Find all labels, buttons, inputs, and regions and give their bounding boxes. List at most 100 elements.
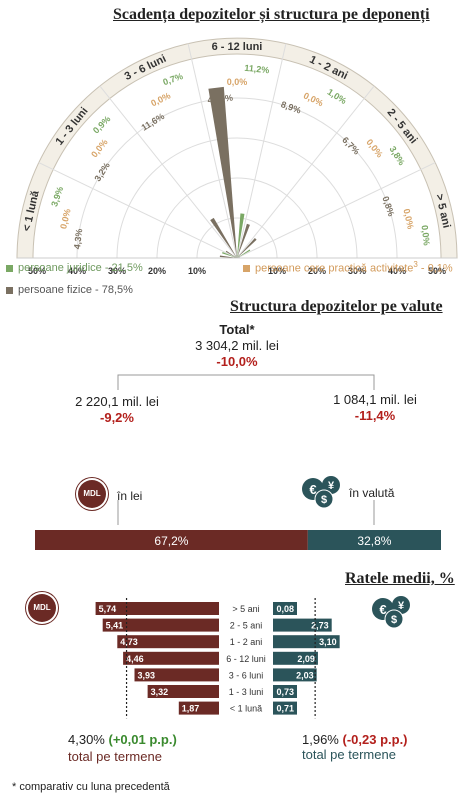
rates-chart: 5,74 0,08 > 5 ani 5,41 2,73 2 - 5 ani 4,73 3,10… bbox=[95, 598, 340, 719]
radial-wedge bbox=[237, 213, 245, 258]
rate-category-label: 1 - 2 ani bbox=[230, 637, 263, 647]
svg-text:¥: ¥ bbox=[398, 600, 405, 612]
radial-tick-label: 10% bbox=[268, 266, 286, 276]
rate-label-fx: 0,08 bbox=[276, 604, 294, 614]
fx-block: 1 084,1 mil. lei -11,4% bbox=[310, 392, 440, 424]
rate-bar-fx bbox=[273, 651, 318, 665]
lei-label: în lei bbox=[117, 489, 143, 503]
currency-bar-label: 67,2% bbox=[154, 534, 188, 548]
svg-text:€: € bbox=[309, 482, 316, 497]
total-label: Total* bbox=[219, 322, 255, 337]
radial-wedge bbox=[237, 256, 241, 258]
rate-bar-lei bbox=[117, 635, 219, 649]
rate-label-fx: 0,73 bbox=[276, 687, 294, 697]
rate-label-fx: 3,10 bbox=[319, 637, 337, 647]
radial-tick-label: 50% bbox=[28, 266, 46, 276]
radial-value-label: 0,9% bbox=[91, 114, 113, 136]
rate-label-lei: 3,32 bbox=[151, 687, 169, 697]
radial-wedge bbox=[219, 255, 237, 258]
currency-bar-segment bbox=[307, 530, 441, 550]
svg-text:¥: ¥ bbox=[328, 480, 335, 492]
legend-activitate: persoane care practică activitate3 - 0,1… bbox=[243, 260, 453, 275]
radial-value-label: 4,3% bbox=[72, 228, 84, 250]
currency-stacked-bar: 67,2% 32,8% bbox=[35, 530, 441, 550]
radial-grid-ring bbox=[156, 177, 318, 259]
radial-tick-label: 20% bbox=[308, 266, 326, 276]
radial-spoke bbox=[38, 162, 238, 259]
legend-juridice: persoane juridice - 21,5% bbox=[6, 262, 143, 274]
radial-tick-label: 40% bbox=[388, 266, 406, 276]
fx-change: -11,4% bbox=[354, 408, 396, 423]
radial-value-label: 8,9% bbox=[280, 99, 303, 115]
rate-label-lei: 4,46 bbox=[126, 654, 144, 664]
rates-title: Ratele medii, % bbox=[345, 570, 455, 587]
radial-tick-label: 50% bbox=[428, 266, 446, 276]
connector-top bbox=[117, 374, 375, 390]
rate-category-label: > 5 ani bbox=[232, 604, 259, 614]
radial-value-label: 0,0% bbox=[364, 137, 385, 159]
legend-fizice: persoane fizice - 78,5% bbox=[6, 284, 133, 296]
radial-value-label: 0,0% bbox=[58, 208, 72, 230]
radial-value-label: 0,0% bbox=[227, 77, 248, 87]
radial-chart-title: Scadența depozitelor și structura pe dep… bbox=[113, 6, 430, 23]
rate-label-fx: 2,09 bbox=[297, 654, 315, 664]
radial-spoke bbox=[236, 162, 436, 259]
radial-value-label: 42,9% bbox=[207, 93, 233, 106]
rate-label-fx: 0,71 bbox=[276, 704, 294, 714]
radial-value-label: 0,8% bbox=[380, 195, 396, 218]
rate-bar-lei bbox=[147, 685, 219, 698]
radial-wedge bbox=[237, 254, 240, 258]
radial-wedge bbox=[234, 255, 237, 258]
radial-category-label: 6 - 12 luni bbox=[212, 41, 263, 53]
currency-bar-label: 32,8% bbox=[357, 534, 391, 548]
radial-value-label: 3,9% bbox=[49, 185, 65, 208]
lei-block: 2 220,1 mil. lei -9,2% bbox=[52, 394, 182, 426]
rate-bar-fx bbox=[273, 635, 340, 649]
legend-activitate-post: - 0,1% bbox=[417, 262, 453, 275]
radial-value-label: 11,6% bbox=[140, 111, 167, 133]
lei-total: 4,30% (+0,01 p.p.) bbox=[68, 732, 177, 747]
currency-connectors bbox=[117, 374, 375, 525]
radial-value-label: 11,2% bbox=[244, 63, 270, 76]
fx-total-delta: (-0,23 p.p.) bbox=[342, 732, 408, 747]
fx-label: în valută bbox=[349, 486, 395, 500]
lei-total-label: total pe termene bbox=[68, 749, 162, 764]
rate-bar-lei bbox=[178, 701, 219, 715]
radial-grid-ring bbox=[116, 137, 358, 259]
radial-value-label: 0,0% bbox=[401, 208, 415, 230]
radial-wedge bbox=[237, 223, 250, 258]
radial-spoke bbox=[236, 43, 287, 259]
total-block: Total* 3 304,2 mil. lei -10,0% bbox=[0, 322, 474, 370]
rate-bar-fx bbox=[273, 668, 317, 682]
rate-bar-lei bbox=[102, 618, 219, 632]
svg-text:€: € bbox=[379, 602, 386, 617]
rate-bar-fx bbox=[273, 685, 297, 698]
legend-fizice-label: persoane fizice - 78,5% bbox=[18, 284, 133, 296]
rates-mdl-badge: MDL bbox=[28, 594, 56, 622]
radial-tick-label: 30% bbox=[108, 266, 126, 276]
radial-spoke bbox=[187, 43, 238, 259]
radial-tick-label: 30% bbox=[348, 266, 366, 276]
radial-wedge bbox=[208, 86, 237, 258]
legend-activitate-label: persoane care practică activitate bbox=[255, 262, 414, 275]
rate-category-label: < 1 lună bbox=[230, 704, 262, 714]
fx-total-value: 1,96% bbox=[302, 732, 339, 747]
radial-value-label: 1,0% bbox=[326, 87, 349, 106]
total-value: 3 304,2 mil. lei bbox=[195, 338, 279, 353]
rate-category-label: 3 - 6 luni bbox=[229, 670, 264, 680]
rate-bar-fx bbox=[273, 618, 332, 632]
radial-wedge bbox=[210, 217, 237, 258]
radial-value-label: 0,0% bbox=[302, 90, 325, 108]
legend-juridice-label: persoane juridice - 21,5% bbox=[18, 262, 143, 274]
radial-grid-ring bbox=[76, 97, 398, 259]
radial-value-label: 3,2% bbox=[92, 161, 111, 184]
radial-spoke bbox=[99, 85, 238, 259]
currency-bar-segment bbox=[35, 530, 308, 550]
rate-label-lei: 1,87 bbox=[182, 704, 200, 714]
radial-value-label: 0,7% bbox=[162, 71, 185, 87]
radial-wedge bbox=[235, 255, 237, 258]
currency-title: Structura depozitelor pe valute bbox=[230, 298, 443, 315]
rate-label-fx: 2,03 bbox=[296, 670, 314, 680]
svg-text:$: $ bbox=[321, 494, 327, 506]
